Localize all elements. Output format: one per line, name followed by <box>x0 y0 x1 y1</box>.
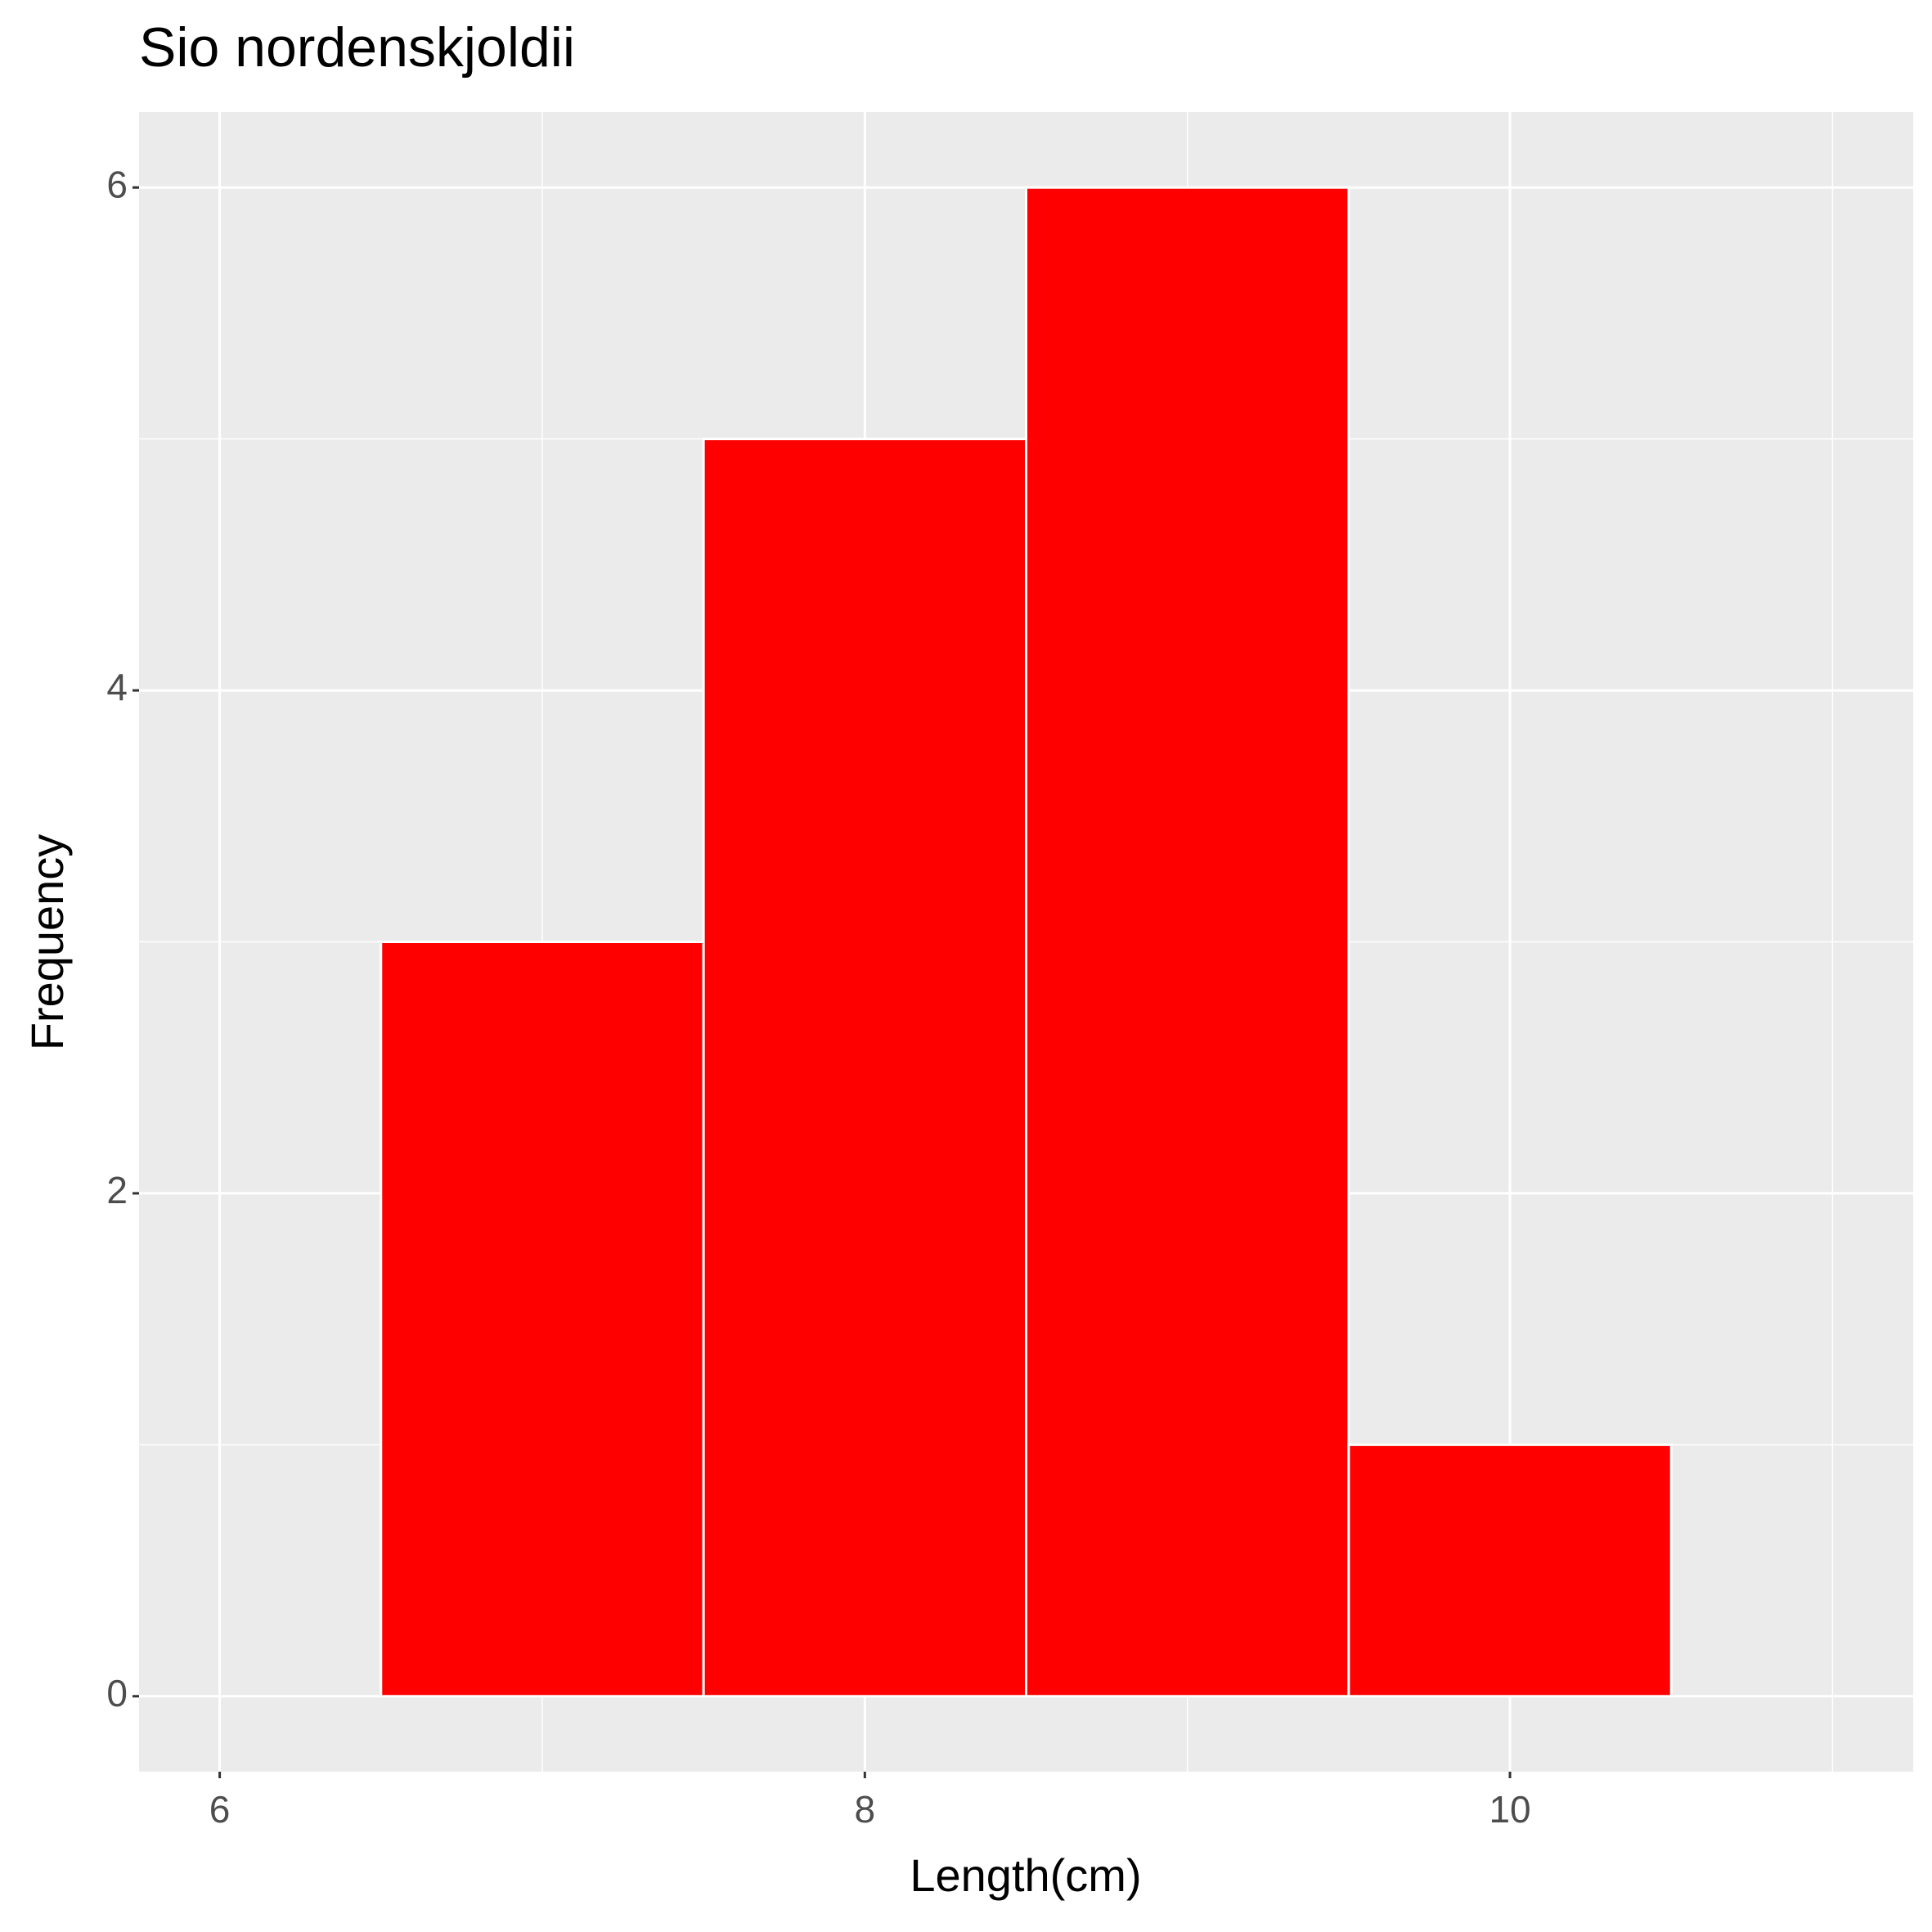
y-tick-label: 2 <box>106 1169 128 1211</box>
bar <box>1347 1443 1673 1698</box>
y-axis-title: Frequency <box>21 834 73 1051</box>
y-tick-label: 6 <box>106 163 128 205</box>
x-tick-label: 8 <box>855 1788 876 1831</box>
x-tick-label: 10 <box>1489 1788 1530 1831</box>
y-tick-label: 0 <box>106 1672 128 1714</box>
bar <box>1025 186 1350 1698</box>
x-tick-label: 6 <box>209 1788 231 1831</box>
y-tick-label: 4 <box>106 666 128 708</box>
chart-title: Sio nordenskjoldii <box>139 16 575 79</box>
bar <box>380 941 705 1698</box>
bar <box>702 438 1027 1698</box>
x-axis-title: Length(cm) <box>910 1849 1141 1901</box>
